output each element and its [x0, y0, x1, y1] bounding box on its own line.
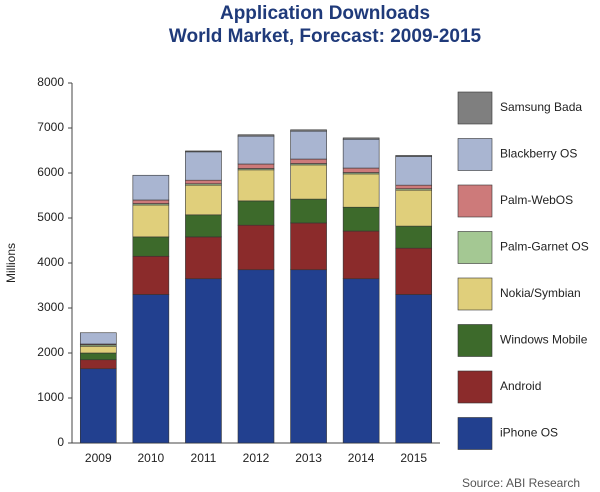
y-tick-label: 8000 — [37, 75, 64, 89]
y-tick-label: 4000 — [37, 255, 64, 269]
chart-title: Application Downloads — [220, 3, 430, 24]
x-tick-label: 2010 — [138, 451, 165, 465]
bar-segment — [290, 129, 327, 132]
y-axis-label: Millions — [4, 243, 18, 283]
bar-segment — [395, 247, 433, 295]
bar-segment — [132, 236, 170, 257]
bar-segment — [132, 294, 170, 444]
x-tick-label: 2014 — [348, 451, 375, 465]
y-tick-label: 1000 — [37, 390, 64, 404]
bar-segment — [237, 163, 275, 169]
legend-swatch — [457, 231, 493, 264]
bar-segment — [290, 222, 327, 271]
legend-label: Windows Mobile — [500, 333, 588, 347]
bar-segment — [132, 204, 170, 238]
bar-segment — [237, 200, 275, 226]
bar-segment — [395, 184, 433, 190]
bar-segment — [185, 236, 222, 280]
legend-swatch — [457, 370, 493, 404]
legend-swatch — [457, 138, 493, 171]
bar-segment — [290, 164, 327, 200]
bar-segment — [185, 214, 222, 238]
y-tick-label: 5000 — [37, 210, 64, 224]
bar-segment — [395, 189, 433, 227]
bar-segment — [395, 156, 433, 186]
bar-segment — [132, 255, 170, 295]
x-tick-label: 2015 — [400, 451, 427, 465]
bar-segment — [342, 138, 380, 169]
legend-swatch — [457, 277, 493, 311]
bar-segment — [237, 135, 275, 165]
legend-swatch — [457, 324, 493, 357]
bar-segment — [342, 206, 380, 232]
bar-segment — [290, 198, 327, 224]
bar-segment — [132, 199, 170, 204]
y-tick-label: 6000 — [37, 165, 64, 179]
x-tick-label: 2011 — [191, 451, 217, 465]
bar-segment — [342, 230, 380, 280]
bar-segment — [395, 225, 433, 249]
bar-segment — [237, 169, 275, 202]
bar-segment — [342, 173, 380, 208]
bar-segment — [342, 167, 380, 173]
legend-swatch — [457, 91, 493, 125]
legend-label: iPhone OS — [500, 426, 558, 440]
legend-swatch — [457, 417, 493, 450]
bar-segment — [185, 184, 222, 216]
bar-segment — [79, 368, 117, 444]
x-tick-label: 2009 — [85, 451, 112, 465]
legend-label: Samsung Bada — [500, 100, 582, 114]
bar-segment — [395, 294, 433, 444]
y-tick-label: 7000 — [37, 120, 64, 134]
bar-segment — [395, 155, 433, 157]
bar-segment — [185, 179, 222, 185]
bar-segment — [290, 158, 327, 164]
bar-segment — [185, 150, 222, 153]
bar-segment — [290, 130, 327, 160]
bar-segment — [237, 224, 275, 271]
y-tick-label: 3000 — [37, 300, 64, 314]
legend-label: Blackberry OS — [500, 147, 577, 161]
y-tick-label: 0 — [57, 435, 64, 449]
bar-segment — [79, 352, 117, 361]
bar-segment — [79, 345, 117, 354]
legend-label: Palm-WebOS — [500, 193, 573, 207]
legend-label: Palm-Garnet OS — [500, 240, 589, 254]
legend-swatch — [457, 184, 493, 218]
bar-segment — [342, 278, 380, 444]
source: Source: ABI Research — [462, 476, 580, 490]
bar-segment — [237, 269, 275, 444]
bar-segment — [185, 278, 222, 444]
bar-segment — [132, 174, 170, 201]
bar-segment — [237, 134, 275, 137]
x-tick-label: 2012 — [243, 451, 270, 465]
bar-segment — [185, 151, 222, 181]
chart-subtitle: World Market, Forecast: 2009-2015 — [169, 26, 482, 47]
legend-label: Android — [500, 379, 541, 393]
bar-segment — [79, 332, 117, 345]
legend-label: Nokia/Symbian — [500, 286, 581, 300]
bar-segment — [342, 137, 380, 140]
x-tick-label: 2013 — [295, 451, 322, 465]
y-tick-label: 2000 — [37, 345, 64, 359]
bar-segment — [290, 269, 327, 444]
bar-segment — [79, 359, 117, 370]
